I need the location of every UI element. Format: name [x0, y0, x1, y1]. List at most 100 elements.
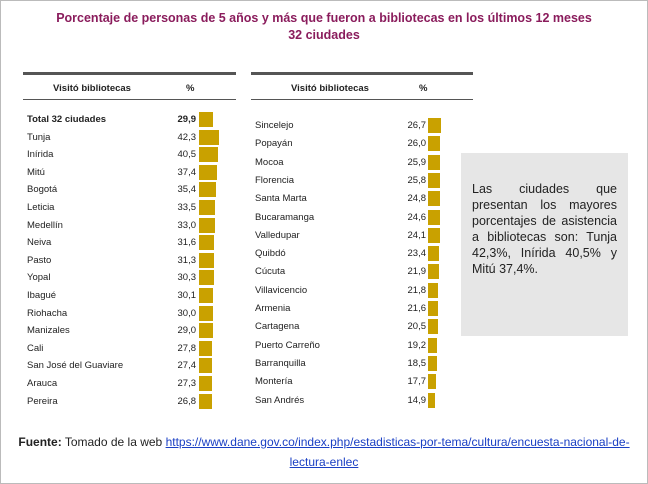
source-text: Tomado de la web	[61, 435, 166, 449]
city-name: Bogotá	[27, 184, 58, 196]
table-row: Pasto 31,3	[23, 252, 236, 268]
table-row: Puerto Carreño 19,2	[251, 337, 473, 353]
table-row: Florencia 25,8	[251, 172, 473, 188]
table-row: Bucaramanga 24,6	[251, 209, 473, 225]
percent-value: 21,8	[407, 284, 427, 296]
city-name: Ibagué	[27, 290, 57, 301]
percent-value: 14,9	[407, 394, 427, 406]
percent-value: 24,8	[407, 193, 427, 205]
city-name: Quibdó	[255, 248, 286, 260]
percent-value: 27,8	[177, 342, 197, 354]
data-bar	[199, 200, 216, 215]
table-row: Armenia 21,6	[251, 301, 473, 316]
data-bar	[428, 227, 440, 243]
percent-value: 21,6	[407, 303, 427, 314]
table-row: Pereira 26,8	[23, 393, 236, 409]
city-name: San Andrés	[255, 394, 305, 406]
percent-value: 33,5	[177, 202, 197, 213]
table-row: Barranquilla 18,5	[251, 355, 473, 371]
percent-value: 26,0	[407, 138, 427, 150]
percent-value: 30,3	[177, 272, 197, 284]
header-rule	[251, 99, 473, 100]
header-rule	[23, 99, 236, 100]
city-name: Cúcuta	[255, 266, 286, 278]
table-right: Visitó bibliotecas% Sincelejo 26,7 Popayán 2…	[251, 72, 473, 430]
table-row: Arauca 27,3	[23, 376, 236, 391]
city-name: Cartagena	[255, 321, 300, 333]
table-row: Villavicencio 21,8	[251, 282, 473, 298]
table-row: Bogotá 35,4	[23, 182, 236, 198]
subtitle: 32 ciudades	[288, 28, 360, 42]
city-name: Sincelejo	[255, 120, 294, 131]
city-name: San José del Guaviare	[27, 360, 124, 372]
table-row: Popayán 26,0	[251, 136, 473, 152]
table-row: Montería 17,7	[251, 374, 473, 390]
percent-value: 42,3	[177, 131, 197, 143]
data-bar	[199, 376, 213, 391]
data-bar	[199, 340, 213, 356]
percent-value: 35,4	[177, 184, 197, 196]
percent-value: 27,3	[177, 378, 197, 389]
city-name: Inírida	[27, 149, 54, 161]
city-name: Tunja	[27, 131, 51, 143]
city-name: Pasto	[27, 254, 52, 266]
data-bar	[199, 235, 215, 251]
percent-value: 29,0	[177, 325, 197, 337]
city-name: Valledupar	[255, 229, 300, 241]
data-bar	[428, 246, 440, 262]
table-row: Valledupar 24,1	[251, 227, 473, 243]
city-name: Barranquilla	[255, 357, 306, 369]
data-bar	[199, 358, 213, 374]
data-bar	[428, 319, 438, 335]
city-name: Leticia	[27, 202, 55, 213]
city-name: Mitú	[27, 166, 45, 178]
table-row: Cali 27,8	[23, 340, 236, 356]
data-bar	[428, 374, 437, 390]
table-row: Ibagué 30,1	[23, 288, 236, 303]
table-row: Sincelejo 26,7	[251, 118, 473, 133]
data-bar	[199, 217, 215, 233]
table-row: San Andrés 14,9	[251, 392, 473, 408]
data-bar	[199, 270, 214, 286]
city-name: Armenia	[255, 303, 291, 314]
table-row: Cúcuta 21,9	[251, 264, 473, 280]
table-row: San José del Guaviare 27,4	[23, 358, 236, 374]
city-name: Medellín	[27, 219, 63, 231]
data-bar	[199, 182, 216, 198]
table-row: Manizales 29,0	[23, 323, 236, 339]
table-row: Mocoa 25,9	[251, 154, 473, 170]
city-name: Manizales	[27, 325, 70, 337]
data-bar	[199, 129, 220, 145]
data-bar	[428, 301, 439, 316]
title: Porcentaje de personas de 5 años y más q…	[56, 11, 592, 25]
city-name: Santa Marta	[255, 193, 307, 205]
city-name: Riohacha	[27, 307, 68, 319]
table-row: Leticia 33,5	[23, 200, 236, 215]
city-name: Popayán	[255, 138, 293, 150]
percent-value: 26,8	[177, 395, 197, 407]
city-name: Villavicencio	[255, 284, 308, 296]
source-label: Fuente:	[18, 435, 62, 449]
percent-value: 40,5	[177, 149, 197, 161]
data-bar	[428, 392, 436, 408]
percent-value: 20,5	[407, 321, 427, 333]
data-bar	[199, 164, 217, 180]
city-name: Arauca	[27, 378, 58, 389]
city-name: Montería	[255, 376, 293, 388]
table-row: Yopal 30,3	[23, 270, 236, 286]
percent-value: 26,7	[407, 120, 427, 131]
percent-value: 19,2	[407, 339, 427, 351]
table-row: Medellín 33,0	[23, 217, 236, 233]
source-link[interactable]: https://www.dane.gov.co/index.php/estadi…	[165, 435, 630, 469]
percent-value: 17,7	[407, 376, 427, 388]
data-bar	[428, 337, 438, 353]
city-name: Puerto Carreño	[255, 339, 320, 351]
percent-value: 24,6	[407, 211, 427, 223]
percent-value: 18,5	[407, 357, 427, 369]
column-header: Visitó bibliotecas	[291, 83, 369, 94]
city-name: Neiva	[27, 237, 52, 249]
city-name: Mocoa	[255, 156, 284, 168]
percent-value: 37,4	[177, 166, 197, 178]
data-bar	[199, 112, 214, 127]
